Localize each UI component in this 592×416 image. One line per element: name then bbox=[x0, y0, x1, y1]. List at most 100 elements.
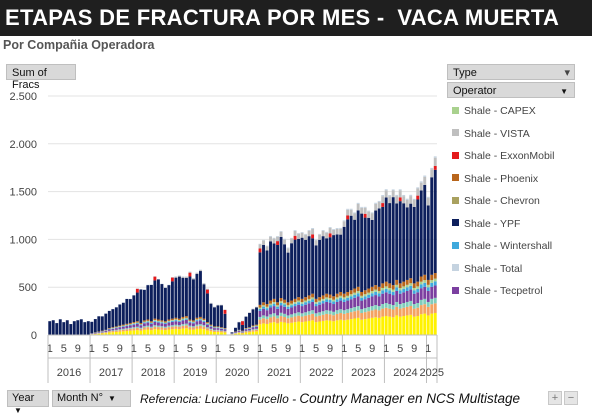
x-month-tick-label: 9 bbox=[159, 343, 165, 355]
bar-segment bbox=[315, 317, 318, 323]
bar-segment bbox=[392, 317, 395, 335]
bar-segment bbox=[332, 304, 335, 312]
bar-segment bbox=[339, 292, 342, 296]
bar-segment bbox=[181, 277, 184, 278]
bar-segment bbox=[308, 236, 311, 295]
bar-segment bbox=[402, 282, 405, 287]
bar-segment bbox=[374, 295, 377, 305]
bar-segment bbox=[217, 330, 220, 331]
bar-segment bbox=[374, 292, 377, 295]
bar-segment bbox=[294, 240, 297, 299]
bar-segment bbox=[371, 296, 374, 306]
bar-segment bbox=[185, 277, 188, 278]
x-month-tick-label: 9 bbox=[201, 343, 207, 355]
bar-segment bbox=[318, 297, 321, 300]
month-field-button[interactable]: Month N° ▼ bbox=[52, 390, 131, 407]
bar-segment bbox=[353, 212, 356, 213]
bar-segment bbox=[409, 301, 412, 306]
x-month-tick-label: 1 bbox=[215, 343, 221, 355]
bar-segment bbox=[336, 228, 339, 229]
bar-segment bbox=[308, 231, 311, 236]
bar-segment bbox=[343, 221, 346, 227]
bar-segment bbox=[266, 319, 269, 324]
bar-segment bbox=[420, 305, 423, 314]
bar-segment bbox=[304, 316, 307, 322]
bar-segment bbox=[174, 325, 177, 327]
bar-segment bbox=[157, 320, 160, 321]
bar-segment bbox=[322, 299, 325, 301]
bar-segment bbox=[388, 203, 391, 283]
bar-segment bbox=[280, 301, 283, 303]
bar-segment bbox=[402, 196, 405, 203]
bar-segment bbox=[153, 325, 156, 326]
bar-segment bbox=[259, 244, 262, 245]
bar-segment bbox=[301, 304, 304, 306]
bar-segment bbox=[248, 313, 251, 327]
bar-segment bbox=[402, 303, 405, 308]
bar-segment bbox=[367, 295, 370, 298]
bar-segment bbox=[167, 329, 170, 335]
bar-segment bbox=[329, 303, 332, 311]
bar-segment bbox=[416, 189, 419, 196]
x-month-tick-label: 5 bbox=[229, 343, 235, 355]
bar-segment bbox=[360, 296, 363, 298]
zoom-out-button[interactable]: − bbox=[564, 391, 578, 405]
bar-segment bbox=[399, 294, 402, 304]
bar-segment bbox=[311, 234, 314, 238]
bar-segment bbox=[245, 331, 248, 332]
bar-segment bbox=[364, 208, 367, 214]
bar-segment bbox=[231, 332, 234, 333]
bar-segment bbox=[241, 325, 244, 331]
x-month-tick-label: 1 bbox=[89, 343, 95, 355]
bar-segment bbox=[423, 299, 426, 304]
x-month-tick-label: 5 bbox=[61, 343, 67, 355]
bar-segment bbox=[378, 296, 381, 306]
bar-segment bbox=[199, 326, 202, 329]
bar-segment bbox=[343, 227, 346, 294]
bar-segment bbox=[136, 289, 139, 293]
bar-segment bbox=[269, 241, 272, 300]
bar-segment bbox=[143, 326, 146, 327]
bar-segment bbox=[406, 315, 409, 335]
bar-segment bbox=[311, 228, 314, 229]
bar-segment bbox=[259, 305, 262, 308]
bar-segment bbox=[322, 321, 325, 335]
bar-segment bbox=[364, 290, 367, 294]
bar-segment bbox=[217, 326, 220, 327]
bar-segment bbox=[388, 304, 391, 309]
bar-segment bbox=[339, 229, 342, 235]
bar-segment bbox=[280, 237, 283, 298]
bar-segment bbox=[122, 325, 125, 326]
bar-segment bbox=[206, 325, 209, 328]
bar-segment bbox=[115, 328, 118, 329]
bar-segment bbox=[297, 233, 300, 234]
bar-segment bbox=[199, 321, 202, 325]
bar-segment bbox=[332, 230, 335, 235]
bar-segment bbox=[136, 327, 139, 328]
bar-segment bbox=[210, 304, 213, 325]
zoom-in-button[interactable]: + bbox=[548, 391, 562, 405]
bar-segment bbox=[171, 281, 174, 318]
bar-segment bbox=[111, 309, 114, 327]
bar-segment bbox=[322, 236, 325, 295]
bar-segment bbox=[202, 283, 205, 284]
bar-segment bbox=[206, 330, 209, 335]
bar-segment bbox=[413, 288, 416, 290]
year-field-button[interactable]: Year ▼ bbox=[7, 390, 49, 407]
bar-segment bbox=[132, 323, 135, 324]
bar-segment bbox=[311, 297, 314, 299]
bar-segment bbox=[392, 189, 395, 190]
bar-segment bbox=[97, 333, 100, 334]
bar-segment bbox=[259, 308, 262, 309]
bar-segment bbox=[409, 283, 412, 286]
bar-segment bbox=[178, 320, 181, 321]
bar-segment bbox=[192, 330, 195, 335]
bar-segment bbox=[294, 322, 297, 335]
bar-segment bbox=[217, 305, 220, 326]
bar-segment bbox=[262, 241, 265, 245]
bar-segment bbox=[434, 158, 437, 166]
bar-segment bbox=[420, 284, 423, 288]
bar-segment bbox=[150, 321, 153, 322]
bar-segment bbox=[276, 323, 279, 335]
bar-segment bbox=[308, 311, 311, 315]
